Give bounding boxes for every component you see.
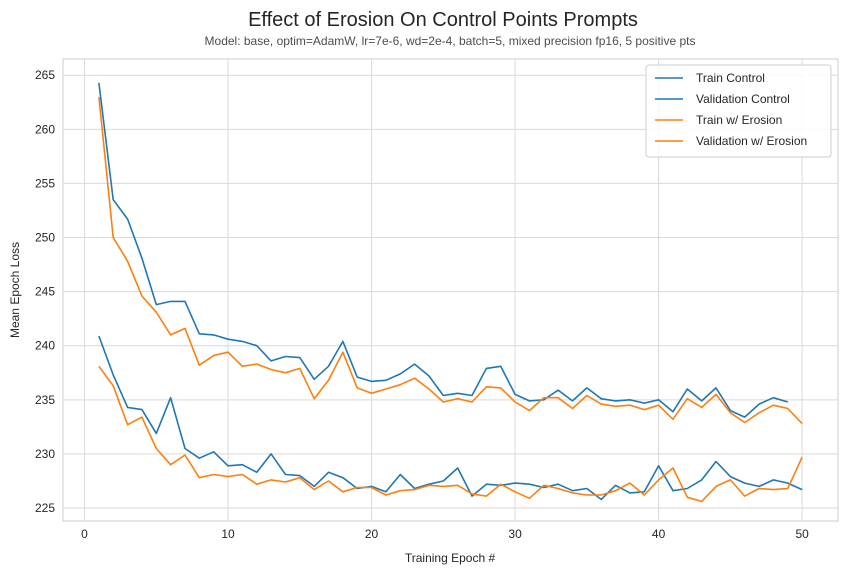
x-tick-label: 40 [652, 527, 666, 541]
series-line-train-control [98, 82, 789, 418]
x-axis-ticks: 0 10 20 30 40 50 [81, 527, 809, 541]
y-tick-label: 245 [35, 285, 55, 299]
y-axis-label: Mean Epoch Loss [8, 242, 22, 338]
y-tick-label: 225 [35, 501, 55, 515]
legend-label: Train Control [696, 71, 765, 85]
legend-label: Validation w/ Erosion [696, 134, 807, 148]
x-tick-label: 50 [795, 527, 809, 541]
y-axis-ticks: 225 230 235 240 245 250 255 260 265 [35, 68, 55, 515]
chart-title: Effect of Erosion On Control Points Prom… [248, 9, 638, 31]
series-line-validation-control [98, 335, 803, 501]
y-tick-label: 250 [35, 231, 55, 245]
x-axis-label: Training Epoch # [405, 551, 496, 565]
series-layer [98, 82, 803, 503]
x-tick-label: 30 [508, 527, 522, 541]
y-tick-label: 260 [35, 122, 55, 136]
legend: Train Control Validation Control Train w/ … [645, 64, 832, 158]
chart-subtitle: Model: base, optim=AdamW, lr=7e-6, wd=2e… [205, 34, 696, 48]
y-tick-label: 265 [35, 68, 55, 82]
y-tick-label: 255 [35, 176, 55, 190]
y-tick-label: 230 [35, 447, 55, 461]
legend-box [645, 64, 832, 158]
legend-label: Train w/ Erosion [696, 113, 782, 127]
y-tick-label: 235 [35, 393, 55, 407]
series-line-train-w-erosion [98, 96, 803, 425]
x-tick-label: 20 [365, 527, 379, 541]
series-line-validation-w-erosion [98, 365, 803, 503]
x-tick-label: 0 [81, 527, 88, 541]
x-tick-label: 10 [221, 527, 235, 541]
legend-label: Validation Control [696, 92, 790, 106]
y-tick-label: 240 [35, 339, 55, 353]
